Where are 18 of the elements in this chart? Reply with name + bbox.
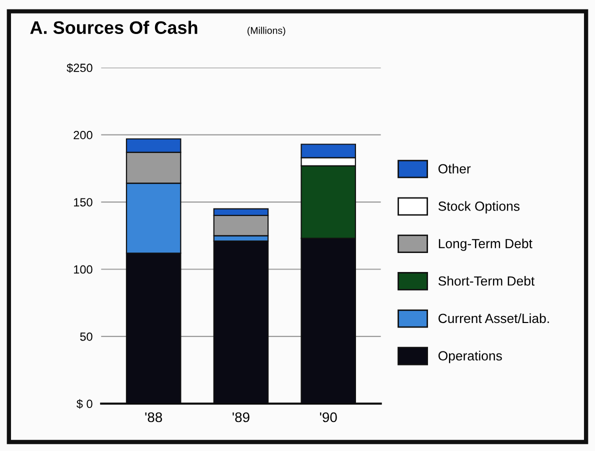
legend-label: Operations	[438, 350, 502, 364]
bar	[213, 240, 269, 404]
y-tick-label: $ 0	[76, 399, 92, 409]
y-tick-label: 100	[74, 265, 92, 274]
legend-label: Current Asset/Liab.	[438, 313, 549, 324]
y-tick-label: 50	[80, 332, 92, 341]
y-tick-label: 200	[74, 130, 92, 140]
legend-label: Stock Options	[438, 201, 520, 214]
legend-label: Other	[438, 164, 471, 174]
x-tick-label: '88	[145, 412, 162, 422]
y-tick-label: $250	[66, 63, 92, 73]
chart-title: A. Sources Of Cash	[30, 20, 198, 34]
x-tick-label: '89	[232, 412, 250, 422]
y-tick-label: 150	[74, 198, 92, 206]
legend-label: Short-Term Debt	[438, 276, 535, 286]
chart-subtitle: (Millions)	[248, 26, 286, 36]
x-tick-label: '90	[320, 412, 337, 422]
legend-label: Long-Term Debt	[438, 238, 532, 251]
